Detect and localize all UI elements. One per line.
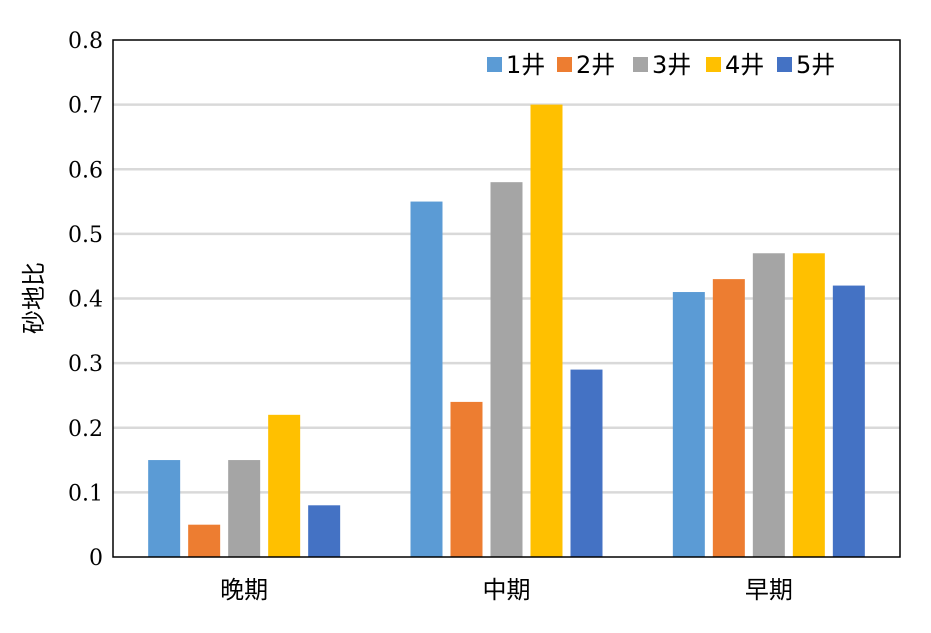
legend-label: 5井 xyxy=(796,51,835,79)
bars xyxy=(148,104,865,558)
bar xyxy=(792,253,825,557)
y-tick-label: 0.3 xyxy=(68,352,103,377)
legend-swatch xyxy=(777,57,792,72)
legend: 1井 2井 3井 4井 5井 xyxy=(487,51,835,79)
legend-label: 2井 xyxy=(576,51,615,79)
y-tick-label: 0.1 xyxy=(68,481,103,506)
y-tick-label: 0.4 xyxy=(68,288,103,313)
y-tick-label: 0.7 xyxy=(68,94,103,119)
legend-label: 4井 xyxy=(725,51,764,79)
bar xyxy=(148,460,181,557)
bar xyxy=(188,524,221,557)
legend-label: 3井 xyxy=(652,51,691,79)
x-category-label: 早期 xyxy=(745,576,793,604)
x-axis-category-labels: 晚期 中期 早期 xyxy=(220,576,793,604)
bar xyxy=(530,104,563,557)
bar xyxy=(228,460,261,557)
bar xyxy=(712,279,745,557)
legend-swatch xyxy=(633,57,648,72)
y-tick-label: 0.6 xyxy=(68,158,103,183)
bar xyxy=(570,369,603,557)
legend-swatch xyxy=(706,57,721,72)
x-category-label: 中期 xyxy=(483,576,531,604)
legend-label: 1井 xyxy=(506,51,545,79)
y-tick-label: 0.5 xyxy=(68,223,103,248)
bar xyxy=(490,182,523,558)
bar xyxy=(268,414,301,557)
bar xyxy=(450,401,483,557)
legend-swatch xyxy=(487,57,502,72)
y-axis-tick-labels: 0 0.1 0.2 0.3 0.4 0.5 0.6 0.7 0.8 xyxy=(68,29,103,571)
x-category-label: 晚期 xyxy=(220,576,268,604)
y-tick-label: 0 xyxy=(89,546,103,571)
y-tick-label: 0.8 xyxy=(68,29,103,54)
bar xyxy=(672,292,705,557)
bar xyxy=(752,253,785,557)
y-axis-title: 砂地比 xyxy=(20,262,48,334)
bar xyxy=(410,201,443,557)
bar xyxy=(308,505,341,557)
bar xyxy=(832,285,865,557)
plot-frame xyxy=(112,39,901,558)
legend-swatch xyxy=(557,57,572,72)
y-tick-label: 0.2 xyxy=(68,417,103,442)
